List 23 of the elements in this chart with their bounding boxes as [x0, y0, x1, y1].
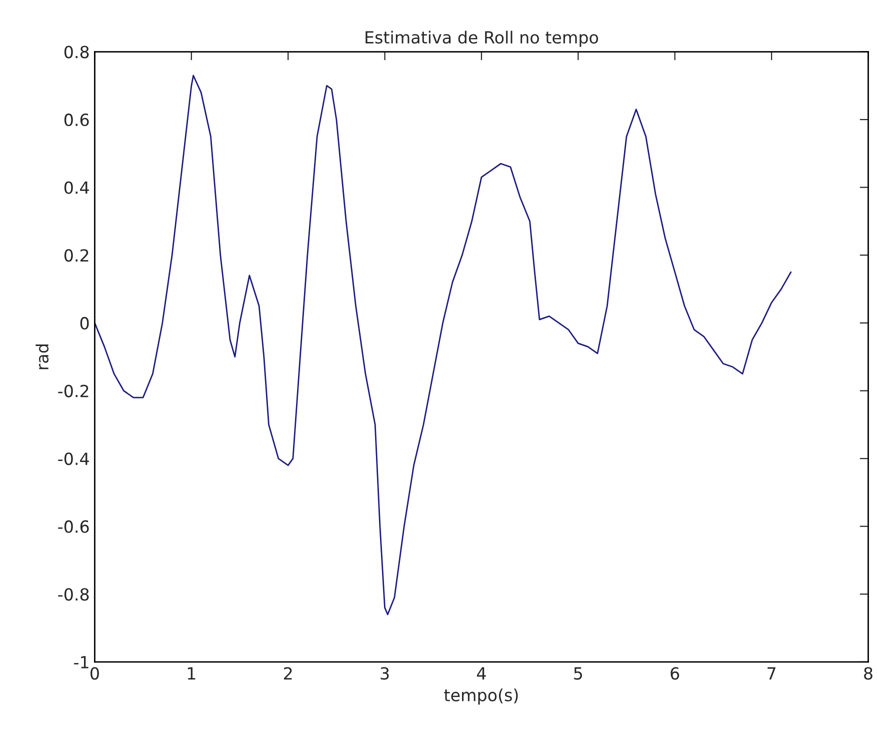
x-tick-label: 8	[864, 667, 872, 680]
y-tick-label: 0.8	[64, 46, 89, 58]
chart-title: Estimativa de Roll no tempo	[366, 30, 598, 47]
y-tick-label: -0.6	[58, 520, 89, 533]
x-tick-label: 2	[284, 667, 292, 680]
y-axis-title: rad	[36, 344, 49, 370]
x-tick-label: 3	[380, 667, 389, 680]
line-series	[94, 74, 792, 616]
x-tick-label: 1	[188, 667, 196, 680]
x-tick-label: 6	[670, 667, 680, 680]
y-tick-label: -0.4	[58, 452, 89, 466]
y-tick-label: 0.2	[64, 249, 88, 262]
x-tick-label: 7	[768, 667, 776, 680]
y-tick-label: 0.4	[64, 181, 89, 194]
y-tick-label: -0.8	[58, 588, 89, 601]
x-tick-label: 0	[90, 667, 99, 680]
y-tick-label: 0.6	[64, 114, 89, 126]
y-tick-label: -0.2	[58, 384, 88, 398]
y-tick-label: -1	[74, 656, 88, 668]
x-axis-title: tempo(s)	[444, 688, 518, 705]
y-tick-label: 0	[80, 316, 89, 330]
x-tick-label: 5	[574, 667, 582, 680]
x-tick-label: 4	[476, 667, 486, 680]
